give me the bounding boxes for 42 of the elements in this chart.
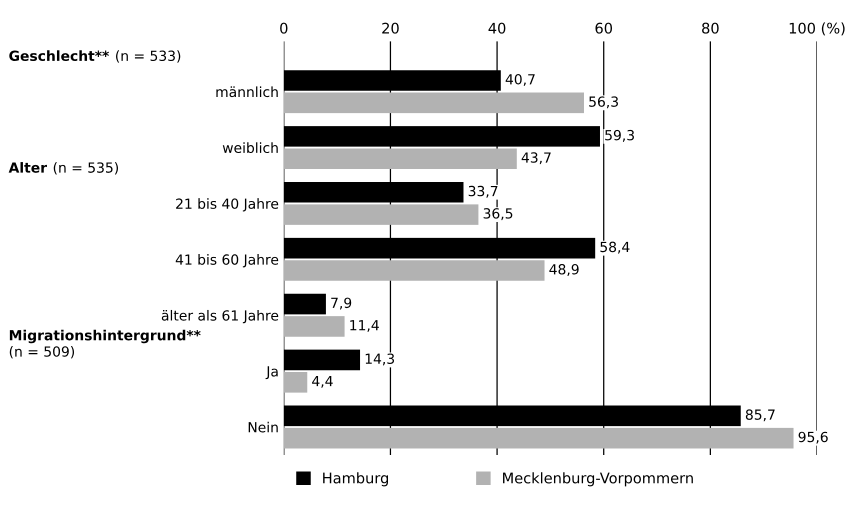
bar xyxy=(284,260,545,281)
bar xyxy=(284,92,584,114)
legend-label: Mecklenburg-Vorpommern xyxy=(503,472,693,486)
data-label: 48,9 xyxy=(549,264,579,276)
data-label: 56,3 xyxy=(589,96,618,108)
text: Geschlecht** xyxy=(9,50,109,62)
data-label: 11,4 xyxy=(350,320,379,332)
bar xyxy=(284,148,517,170)
x-tick-label: 40 xyxy=(488,22,506,34)
bar xyxy=(284,204,478,225)
y-tick-label: Ja xyxy=(266,366,278,380)
x-tick-label: 80 xyxy=(702,22,719,34)
x-tick-label: 60 xyxy=(595,22,612,34)
y-tick-label: älter als 61 Jahre xyxy=(162,310,278,324)
data-label: 33,7 xyxy=(468,186,498,198)
legend-label: Hamburg xyxy=(323,472,388,486)
y-tick-label: männlich xyxy=(216,86,278,98)
data-label: 85,7 xyxy=(746,409,775,422)
data-label: 7,9 xyxy=(331,298,352,310)
bar xyxy=(284,316,345,337)
y-tick-label: 21 bis 40 Jahre xyxy=(176,198,278,212)
bar xyxy=(284,428,794,448)
bar xyxy=(284,372,308,393)
x-tick-label: 100 (%) xyxy=(790,22,845,36)
data-label: 14,3 xyxy=(366,353,394,366)
y-tick-label: 41 bis 60 Jahre xyxy=(176,254,278,268)
text: (n = 535) xyxy=(54,162,118,174)
text: (n = 533) xyxy=(116,50,180,63)
text: Migrationshintergrund** xyxy=(10,330,201,344)
y-tick-label: Nein xyxy=(248,422,278,432)
data-label: 58,4 xyxy=(600,242,630,254)
text: (n = 509) xyxy=(10,346,74,358)
data-label: 40,7 xyxy=(506,74,535,86)
data-label: 59,3 xyxy=(605,130,634,142)
x-tick-label: 0 xyxy=(280,22,288,34)
text: Alter xyxy=(8,162,47,173)
data-label: 4,4 xyxy=(312,376,333,388)
data-label: 43,7 xyxy=(522,152,551,164)
data-label: 36,5 xyxy=(484,208,512,220)
data-label: 95,6 xyxy=(798,432,828,444)
x-tick-label: 20 xyxy=(382,22,399,34)
y-tick-label: weiblich xyxy=(222,142,278,154)
